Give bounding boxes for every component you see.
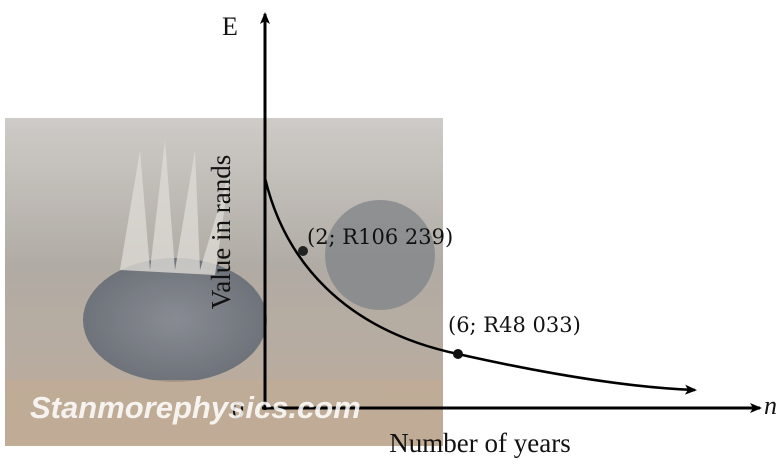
x-title: Number of years bbox=[389, 428, 570, 458]
watermark: Stanmorephysics.com bbox=[30, 390, 361, 425]
y-title: Value in rands bbox=[206, 155, 236, 309]
point-label: (6; R48 033) bbox=[448, 313, 581, 337]
page: E n 0 Number of years Value in rands (2;… bbox=[0, 0, 782, 464]
x-symbol: n bbox=[764, 391, 777, 420]
point-label: (2; R106 239) bbox=[307, 225, 453, 249]
diagram: E n 0 Number of years Value in rands (2;… bbox=[0, 0, 782, 464]
point bbox=[453, 349, 463, 359]
y-symbol: E bbox=[222, 12, 238, 41]
